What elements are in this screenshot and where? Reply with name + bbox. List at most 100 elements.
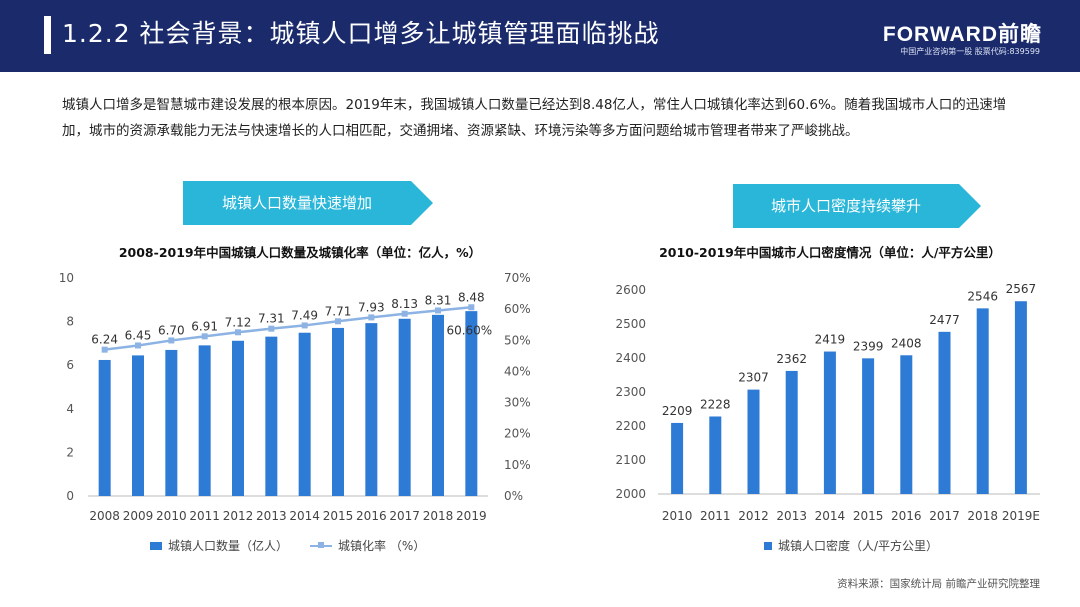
legend-bar-swatch (150, 541, 162, 550)
title-accent-bar (44, 16, 51, 54)
bar (365, 323, 378, 496)
banner-left-label: 城镇人口数量快速增加 (221, 194, 372, 212)
x-tick-label: 2010 (156, 509, 187, 523)
x-tick-label: 2019 (456, 509, 487, 523)
banner-left: 城镇人口数量快速增加 (183, 181, 433, 225)
intro-paragraph: 城镇人口增多是智慧城市建设发展的根本原因。2019年末，我国城镇人口数量已经达到… (62, 97, 1007, 139)
bar (298, 332, 311, 496)
y2-tick-label: 50% (504, 333, 531, 347)
bar (976, 308, 989, 494)
y-tick-label: 2 (66, 445, 74, 459)
bar (1014, 301, 1027, 494)
y-tick-label: 2100 (615, 453, 646, 467)
data-label: 6.91 (191, 319, 218, 333)
bar (198, 345, 211, 496)
x-tick-label: 2017 (929, 509, 960, 523)
data-label: 2209 (662, 404, 693, 418)
chart2-svg: 2000 2100 2200 2300 2400 2500 2600 2209 2010 2228… (615, 282, 1040, 523)
data-label: 2307 (738, 371, 769, 385)
y-tick-label: 2300 (615, 385, 646, 399)
data-label: 2419 (815, 333, 846, 347)
data-label: 2399 (853, 339, 884, 353)
y2-tick-label: 70% (504, 271, 531, 285)
data-label: 7.71 (325, 304, 352, 318)
rate-line (104, 306, 472, 351)
bar (900, 355, 913, 494)
x-tick-label: 2012 (738, 509, 769, 523)
chart2-legend: 城镇人口密度（人/平方公里） (764, 537, 938, 554)
bar (862, 358, 875, 494)
data-label: 7.12 (225, 315, 252, 329)
data-label: 8.31 (425, 293, 452, 307)
bar (98, 359, 111, 496)
data-label: 2477 (929, 313, 960, 327)
y-tick-label: 2500 (615, 317, 646, 331)
x-tick-label: 2019E (1002, 509, 1040, 523)
bar (823, 351, 836, 494)
rate-point (401, 310, 408, 317)
rate-point (468, 304, 475, 311)
data-label: 2228 (700, 397, 731, 411)
bar (785, 370, 798, 494)
rate-point (135, 342, 141, 349)
bar (671, 422, 684, 494)
bar (232, 340, 244, 496)
y-tick-label: 2200 (615, 419, 646, 433)
data-label: 8.13 (391, 297, 418, 311)
x-tick-label: 2015 (323, 509, 354, 523)
legend-line-swatch (310, 541, 333, 548)
x-tick-label: 2013 (776, 509, 807, 523)
data-label: 2567 (1006, 282, 1037, 296)
legend-bar-swatch (764, 541, 772, 550)
rate-point (101, 346, 108, 353)
bar (132, 355, 144, 496)
data-label: 2362 (776, 352, 807, 366)
bar (747, 389, 760, 494)
rate-point (235, 329, 241, 336)
rate-point (368, 314, 375, 321)
banner-arrow-shape (183, 181, 433, 225)
y2-tick-label: 20% (504, 427, 531, 441)
data-label: 2546 (967, 289, 998, 303)
x-tick-label: 2011 (189, 509, 220, 523)
bar (465, 311, 478, 496)
rate-point (301, 322, 308, 329)
y2-tick-label: 30% (504, 396, 531, 410)
brand-tagline: 中国产业咨询第一股 股票代码:839599 (900, 47, 1040, 56)
bar (165, 349, 178, 496)
brand-logo: FORWARD前瞻 (882, 23, 1042, 46)
y2-tick-label: 0% (504, 489, 523, 503)
data-label: 6.24 (91, 333, 118, 347)
bar (709, 416, 722, 494)
y2-tick-label: 40% (504, 364, 531, 378)
x-tick-label: 2014 (815, 509, 846, 523)
x-tick-label: 2014 (289, 509, 320, 523)
source-note: 资料来源：国家统计局 前瞻产业研究院整理 (837, 578, 1040, 590)
rate-point (168, 337, 175, 344)
x-tick-label: 2018 (423, 509, 454, 523)
bar (432, 314, 444, 496)
chart2-title: 2010-2019年中国城市人口密度情况（单位：人/平方公里） (659, 245, 1001, 260)
y-tick-label: 10 (59, 271, 74, 285)
x-tick-label: 2011 (700, 509, 731, 523)
bar (938, 331, 951, 494)
legend-bar-label: 城镇人口数量（亿人） (168, 539, 289, 553)
y-tick-label: 2000 (615, 487, 646, 501)
chart1-title: 2008-2019年中国城镇人口数量及城镇化率（单位：亿人，%） (118, 245, 482, 260)
bar (332, 327, 344, 496)
x-tick-label: 2012 (223, 509, 254, 523)
bar (265, 336, 278, 496)
x-tick-label: 2010 (662, 509, 693, 523)
rate-point (201, 333, 208, 340)
data-label: 6.45 (125, 328, 152, 342)
rate-data-label: 60.60% (446, 323, 492, 337)
data-label: 7.49 (291, 308, 318, 322)
rate-point (335, 318, 341, 325)
x-tick-label: 2009 (123, 509, 154, 523)
x-tick-label: 2008 (89, 509, 120, 523)
rate-point (435, 307, 441, 314)
banner-arrow-shape (733, 184, 981, 228)
y-tick-label: 0 (66, 489, 74, 503)
y-tick-label: 4 (66, 402, 74, 416)
